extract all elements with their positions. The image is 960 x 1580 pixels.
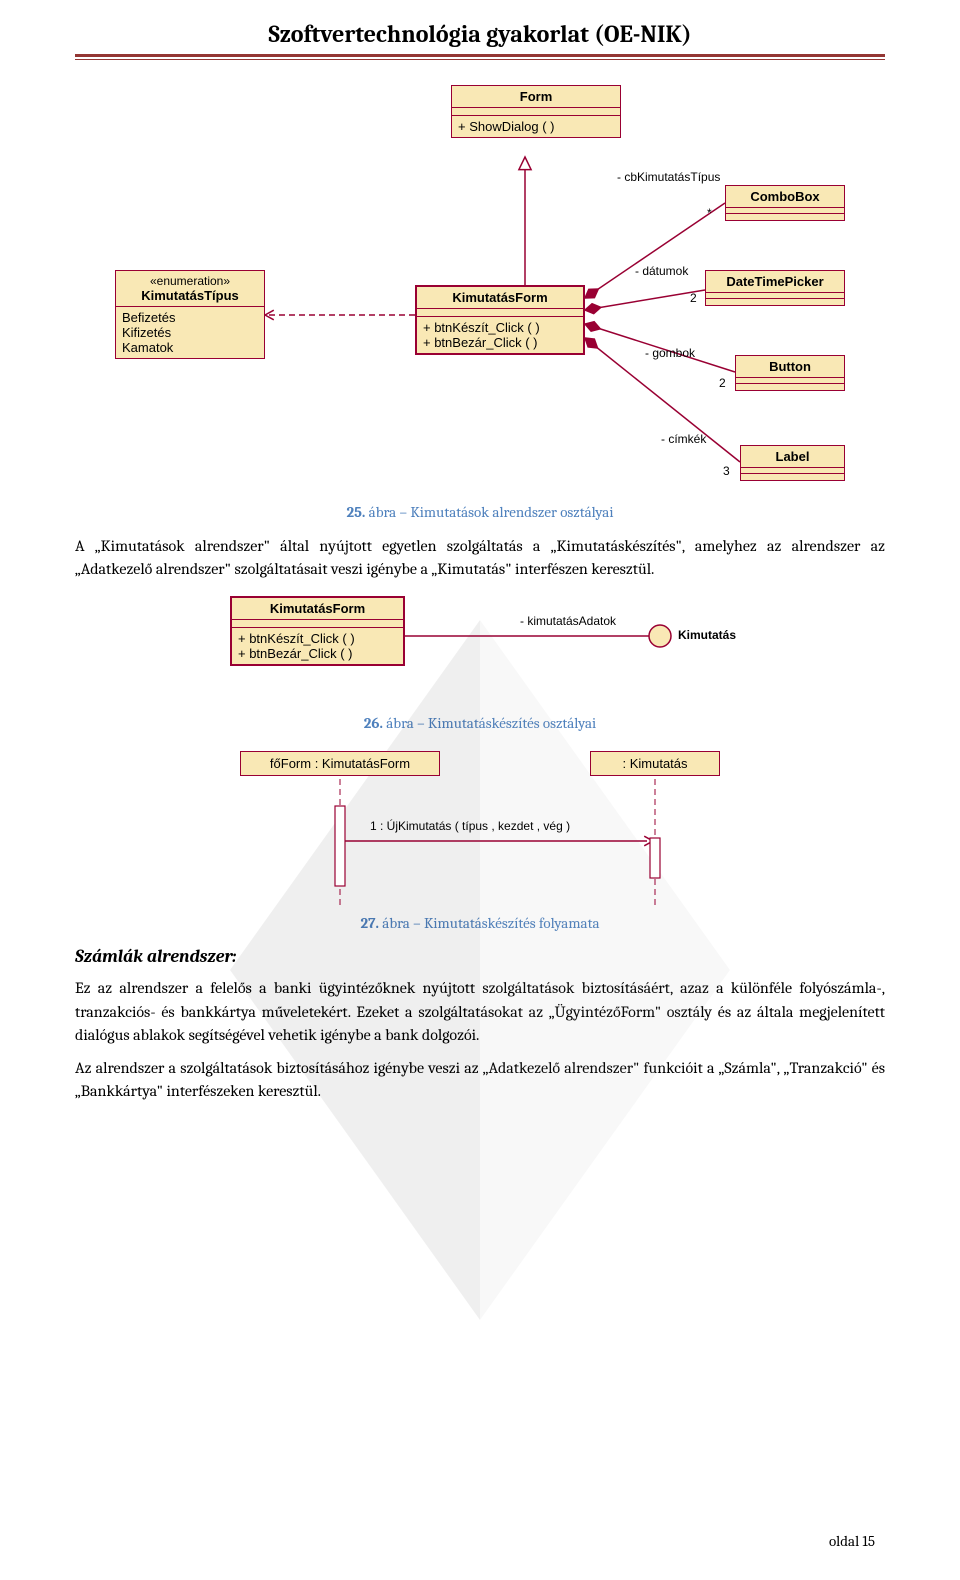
caption-num: 25. — [346, 503, 365, 521]
uml-class-kimform: KimutatásForm+ btnKészít_Click ( )+ btnB… — [415, 285, 585, 355]
figure-caption-27: 27. ábra – Kimutatáskészítés folyamata — [75, 914, 885, 932]
paragraph-1: A „Kimutatások alrendszer" által nyújtot… — [75, 535, 885, 581]
caption-num: 26. — [364, 714, 383, 732]
page-footer: oldal 15 — [829, 1532, 875, 1550]
uml-class-diagram-1: - cbKimutatásTípus*- dátumok2- gombok2- … — [115, 80, 845, 495]
header-rule-thick — [75, 54, 885, 57]
edge-label: - kimutatásAdatok — [520, 614, 616, 628]
paragraph-3: Az alrendszer a szolgáltatások biztosítá… — [75, 1057, 885, 1103]
edge-label: 2 — [719, 376, 726, 390]
uml-class-diagram-2: KimutatásForm+ btnKészít_Click ( )+ btnB… — [120, 591, 840, 706]
uml-class-dtp: DateTimePicker — [705, 270, 845, 306]
figure-caption-25: 25. ábra – Kimutatások alrendszer osztál… — [75, 503, 885, 521]
edge-label: - cbKimutatásTípus — [617, 170, 720, 184]
uml-class-label: Label — [740, 445, 845, 481]
lifeline-ff: főForm : KimutatásForm — [240, 751, 440, 776]
edge-label: 2 — [690, 291, 697, 305]
edge-label: - címkék — [661, 432, 706, 446]
caption-text: ábra – Kimutatáskészítés osztályai — [386, 714, 596, 732]
figure-caption-26: 26. ábra – Kimutatáskészítés osztályai — [75, 714, 885, 732]
lifeline-km: : Kimutatás — [590, 751, 720, 776]
page-header-title: Szoftvertechnológia gyakorlat (OE-NIK) — [75, 20, 885, 48]
uml-class-button: Button — [735, 355, 845, 391]
subheading-szamlak: Számlák alrendszer: — [75, 946, 885, 967]
header-rule-thin — [75, 59, 885, 60]
uml-class-combo: ComboBox — [725, 185, 845, 221]
interface-label: Kimutatás — [678, 628, 736, 642]
uml-class-form: Form+ ShowDialog ( ) — [451, 85, 621, 138]
edge-label: * — [707, 206, 712, 220]
uml-class-enum: «enumeration»KimutatásTípusBefizetésKifi… — [115, 270, 265, 359]
uml-class-kf2: KimutatásForm+ btnKészít_Click ( )+ btnB… — [230, 596, 405, 666]
paragraph-2: Ez az alrendszer a felelős a banki ügyin… — [75, 977, 885, 1047]
caption-text: ábra – Kimutatások alrendszer osztályai — [369, 503, 614, 521]
edge-label: - dátumok — [635, 264, 688, 278]
caption-num: 27. — [360, 914, 378, 932]
caption-text: ábra – Kimutatáskészítés folyamata — [382, 914, 599, 932]
sequence-message-label: 1 : ÚjKimutatás ( típus , kezdet , vég ) — [370, 819, 570, 833]
edge-label: 3 — [723, 464, 730, 478]
edge-label: - gombok — [645, 346, 695, 360]
uml-sequence-diagram: főForm : KimutatásForm : Kimutatás 1 : Új… — [200, 746, 760, 906]
